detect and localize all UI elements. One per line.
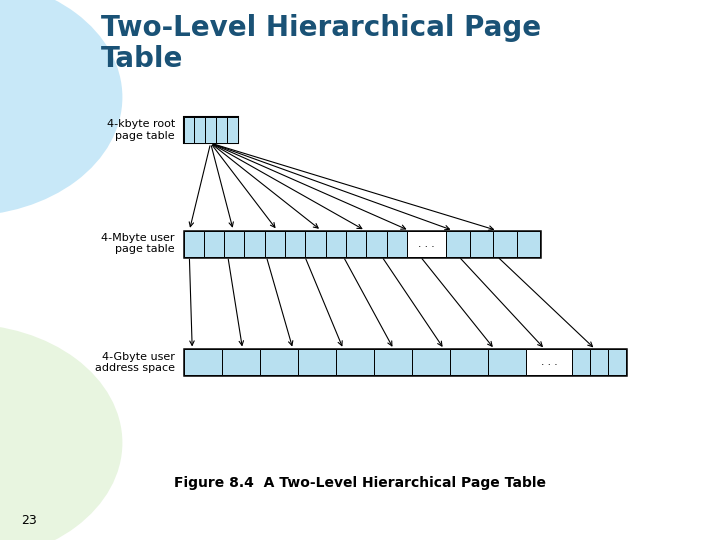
Bar [590,349,608,375]
Bar [285,231,305,256]
Bar [224,231,245,256]
Text: . . .: . . . [418,239,435,248]
Text: Two-Level Hierarchical Page
Table: Two-Level Hierarchical Page Table [101,14,541,73]
Bar [346,231,366,256]
Bar [469,231,493,256]
Bar [387,231,407,256]
Bar [374,349,412,375]
Bar [446,231,469,256]
Text: 4-Mbyte user
page table: 4-Mbyte user page table [102,233,175,254]
Bar [487,349,526,375]
Bar [366,231,387,256]
Bar [297,349,336,375]
Bar [184,117,194,143]
Bar [260,349,297,375]
Text: 4-Gbyte user
address space: 4-Gbyte user address space [95,352,175,373]
Bar [205,117,216,143]
Bar [407,231,446,256]
Bar [245,231,265,256]
Bar [608,349,626,375]
Text: . . .: . . . [541,357,557,367]
Bar [265,231,285,256]
Bar [305,231,325,256]
Bar [517,231,540,256]
Bar [412,349,449,375]
Bar [572,349,590,375]
Bar [227,117,238,143]
Bar [184,231,540,256]
Bar [493,231,517,256]
Bar [184,231,204,256]
Bar [216,117,227,143]
Bar [184,349,626,375]
Bar [184,349,222,375]
Bar [325,231,346,256]
Text: Figure 8.4  A Two-Level Hierarchical Page Table: Figure 8.4 A Two-Level Hierarchical Page… [174,476,546,490]
Circle shape [0,0,122,216]
Bar [449,349,487,375]
Circle shape [0,324,122,540]
Bar [222,349,260,375]
Text: 4-kbyte root
page table: 4-kbyte root page table [107,119,175,141]
Bar [336,349,374,375]
Bar [184,117,238,143]
Bar [204,231,224,256]
Bar [526,349,572,375]
Text: 23: 23 [21,514,37,526]
Bar [194,117,205,143]
